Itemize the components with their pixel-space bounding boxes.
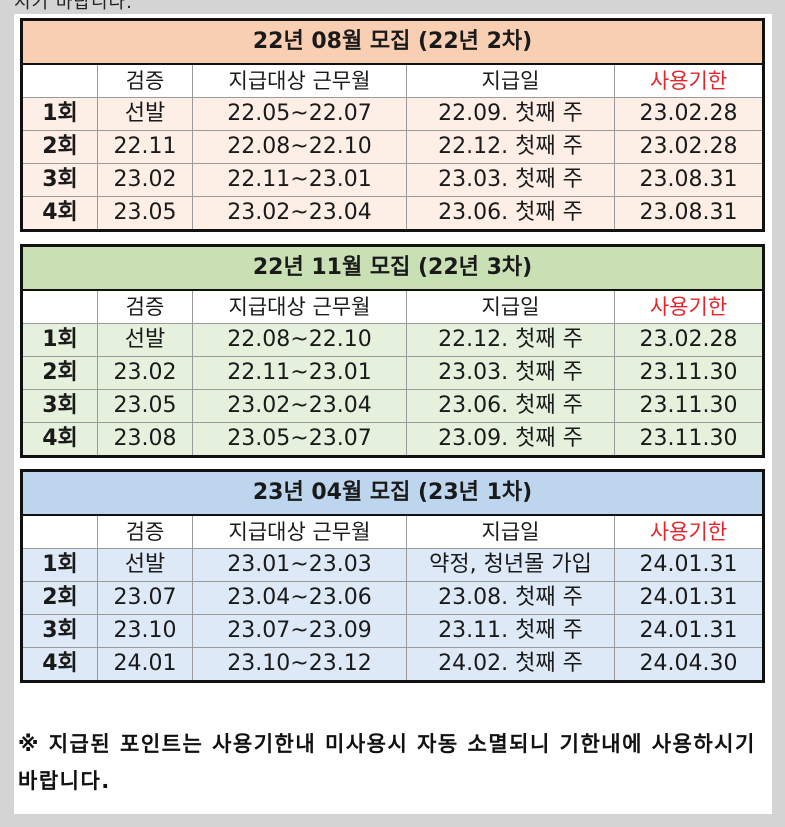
table-title: 23년 04월 모집 (23년 1차) (21, 470, 764, 516)
expiry-cell: 23.08.31 (614, 196, 764, 231)
header-expiry: 사용기한 (614, 514, 764, 549)
round-cell: 4회 (21, 422, 98, 457)
round-cell: 2회 (21, 356, 98, 390)
verification-cell: 24.01 (97, 647, 193, 682)
work-months-cell: 22.11~23.01 (192, 163, 407, 197)
header-work-months: 지급대상 근무월 (192, 63, 407, 98)
round-cell: 2회 (21, 581, 98, 615)
top-cut-text: 시기 바랍니다. (14, 0, 133, 13)
work-months-cell: 22.08~22.10 (192, 323, 407, 357)
table-title: 22년 08월 모집 (22년 2차) (21, 19, 764, 65)
table-row: 2회 23.02 22.11~23.01 23.03. 첫째 주 23.11.3… (21, 356, 764, 390)
verification-cell: 선발 (97, 323, 193, 357)
verification-cell: 22.11 (97, 130, 193, 164)
header-verification: 검증 (97, 514, 193, 549)
work-months-cell: 22.08~22.10 (192, 130, 407, 164)
work-months-cell: 23.10~23.12 (192, 647, 407, 682)
table-row: 4회 23.08 23.05~23.07 23.09. 첫째 주 23.11.3… (21, 422, 764, 457)
payment-date-cell: 약정, 청년몰 가입 (406, 548, 615, 582)
work-months-cell: 22.05~22.07 (192, 97, 407, 131)
header-payment-date: 지급일 (406, 289, 615, 324)
header-work-months: 지급대상 근무월 (192, 514, 407, 549)
expiry-cell: 23.02.28 (614, 323, 764, 357)
round-cell: 1회 (21, 97, 98, 131)
expiry-cell: 24.01.31 (614, 581, 764, 615)
verification-cell: 23.02 (97, 163, 193, 197)
round-cell: 3회 (21, 614, 98, 648)
payment-date-cell: 23.11. 첫째 주 (406, 614, 615, 648)
payment-date-cell: 22.12. 첫째 주 (406, 323, 615, 357)
round-cell: 3회 (21, 389, 98, 423)
expiry-cell: 23.11.30 (614, 356, 764, 390)
header-verification: 검증 (97, 63, 193, 98)
header-blank (21, 514, 98, 549)
verification-cell: 선발 (97, 97, 193, 131)
payment-date-cell: 23.03. 첫째 주 (406, 356, 615, 390)
table-row: 3회 23.10 23.07~23.09 23.11. 첫째 주 24.01.3… (21, 614, 764, 648)
expiry-cell: 23.11.30 (614, 422, 764, 457)
payment-date-cell: 23.06. 첫째 주 (406, 196, 615, 231)
header-blank (21, 289, 98, 324)
payment-date-cell: 23.08. 첫째 주 (406, 581, 615, 615)
schedule-table-2: 22년 11월 모집 (22년 3차) 검증 지급대상 근무월 지급일 사용기한… (20, 244, 765, 458)
expiry-cell: 24.01.31 (614, 548, 764, 582)
verification-cell: 23.10 (97, 614, 193, 648)
work-months-cell: 23.07~23.09 (192, 614, 407, 648)
work-months-cell: 23.02~23.04 (192, 196, 407, 231)
round-cell: 1회 (21, 548, 98, 582)
verification-cell: 23.08 (97, 422, 193, 457)
payment-date-cell: 24.02. 첫째 주 (406, 647, 615, 682)
work-months-cell: 22.11~23.01 (192, 356, 407, 390)
payment-date-cell: 22.09. 첫째 주 (406, 97, 615, 131)
work-months-cell: 23.02~23.04 (192, 389, 407, 423)
payment-date-cell: 23.03. 첫째 주 (406, 163, 615, 197)
verification-cell: 23.02 (97, 356, 193, 390)
header-work-months: 지급대상 근무월 (192, 289, 407, 324)
header-payment-date: 지급일 (406, 63, 615, 98)
round-cell: 2회 (21, 130, 98, 164)
round-cell: 1회 (21, 323, 98, 357)
header-blank (21, 63, 98, 98)
schedule-table-3: 23년 04월 모집 (23년 1차) 검증 지급대상 근무월 지급일 사용기한… (20, 469, 765, 683)
table-row: 2회 22.11 22.08~22.10 22.12. 첫째 주 23.02.2… (21, 130, 764, 164)
schedule-table-1: 22년 08월 모집 (22년 2차) 검증 지급대상 근무월 지급일 사용기한… (20, 18, 765, 232)
work-months-cell: 23.01~23.03 (192, 548, 407, 582)
table-row: 4회 23.05 23.02~23.04 23.06. 첫째 주 23.08.3… (21, 196, 764, 231)
schedule-card: 22년 08월 모집 (22년 2차) 검증 지급대상 근무월 지급일 사용기한… (14, 14, 772, 814)
header-verification: 검증 (97, 289, 193, 324)
table-row: 1회 선발 22.05~22.07 22.09. 첫째 주 23.02.28 (21, 97, 764, 131)
expiry-cell: 23.08.31 (614, 163, 764, 197)
verification-cell: 23.05 (97, 196, 193, 231)
round-cell: 3회 (21, 163, 98, 197)
table-row: 3회 23.02 22.11~23.01 23.03. 첫째 주 23.08.3… (21, 163, 764, 197)
table-row: 4회 24.01 23.10~23.12 24.02. 첫째 주 24.04.3… (21, 647, 764, 682)
verification-cell: 선발 (97, 548, 193, 582)
table-row: 2회 23.07 23.04~23.06 23.08. 첫째 주 24.01.3… (21, 581, 764, 615)
expiry-notice: ※ 지급된 포인트는 사용기한내 미사용시 자동 소멸되니 기한내에 사용하시기… (18, 732, 756, 793)
work-months-cell: 23.04~23.06 (192, 581, 407, 615)
header-payment-date: 지급일 (406, 514, 615, 549)
table-row: 3회 23.05 23.02~23.04 23.06. 첫째 주 23.11.3… (21, 389, 764, 423)
payment-date-cell: 23.06. 첫째 주 (406, 389, 615, 423)
expiry-cell: 24.04.30 (614, 647, 764, 682)
verification-cell: 23.07 (97, 581, 193, 615)
expiry-cell: 24.01.31 (614, 614, 764, 648)
expiry-cell: 23.02.28 (614, 130, 764, 164)
payment-date-cell: 23.09. 첫째 주 (406, 422, 615, 457)
table-title: 22년 11월 모집 (22년 3차) (21, 245, 764, 291)
payment-date-cell: 22.12. 첫째 주 (406, 130, 615, 164)
table-row: 1회 선발 22.08~22.10 22.12. 첫째 주 23.02.28 (21, 323, 764, 357)
verification-cell: 23.05 (97, 389, 193, 423)
expiry-cell: 23.11.30 (614, 389, 764, 423)
table-row: 1회 선발 23.01~23.03 약정, 청년몰 가입 24.01.31 (21, 548, 764, 582)
round-cell: 4회 (21, 196, 98, 231)
expiry-cell: 23.02.28 (614, 97, 764, 131)
work-months-cell: 23.05~23.07 (192, 422, 407, 457)
round-cell: 4회 (21, 647, 98, 682)
header-expiry: 사용기한 (614, 289, 764, 324)
header-expiry: 사용기한 (614, 63, 764, 98)
